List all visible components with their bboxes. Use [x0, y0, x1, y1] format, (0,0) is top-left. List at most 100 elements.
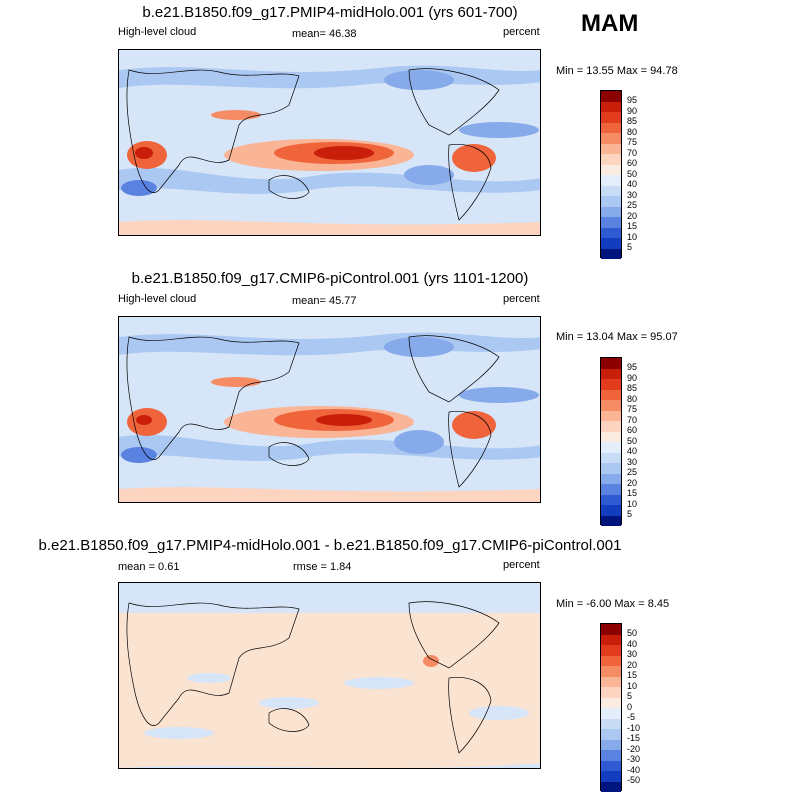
- panel3-colorbar: [600, 623, 622, 792]
- cbar2-tick: 20: [627, 477, 638, 488]
- cbar2-bin: [601, 494, 621, 505]
- cbar1-bin: [601, 238, 621, 249]
- cbar3-tick: 40: [627, 638, 638, 649]
- panel2-title: b.e21.B1850.f09_g17.CMIP6-piControl.001 …: [131, 270, 529, 287]
- cbar3-tick: -20: [627, 743, 641, 754]
- cbar2-tick: 10: [627, 498, 638, 509]
- cbar2-tick: 30: [627, 456, 638, 467]
- cbar1-bin: [601, 206, 621, 217]
- cbar1-bin: [601, 217, 621, 228]
- cbar2-bin: [601, 473, 621, 484]
- season-label: MAM: [581, 10, 639, 37]
- cbar2-bin: [601, 379, 621, 390]
- cbar3-bin: [601, 687, 621, 698]
- cbar3-bin: [601, 708, 621, 719]
- cbar1-tick: 40: [627, 179, 638, 189]
- cbar1-bin: [601, 154, 621, 165]
- cbar3-tick: 5: [627, 691, 633, 701]
- cbar2-bin: [601, 421, 621, 432]
- cbar3-tick: 50: [627, 628, 638, 638]
- cbar1-bin: [601, 164, 621, 175]
- cbar2-tick: 60: [627, 425, 638, 435]
- cbar2-bin: [601, 431, 621, 442]
- cbar2-tick: 25: [627, 467, 638, 477]
- panel2-map: [118, 316, 541, 503]
- cbar2-bin: [601, 400, 621, 411]
- panel1-map: [118, 49, 541, 236]
- panel3-mean-label: mean = 0.61: [118, 561, 180, 573]
- cbar1-bin: [601, 196, 621, 207]
- panel2-minmax: Min = 13.04 Max = 95.07: [556, 331, 678, 343]
- panel1-variable-label: High-level cloud: [118, 26, 197, 38]
- cbar1-tick: 70: [627, 147, 638, 158]
- cbar1-tick: 20: [627, 210, 638, 221]
- panel2-colorbar: [600, 357, 622, 526]
- cbar3-bin: [601, 624, 621, 635]
- cbar3-tick: 30: [627, 649, 638, 659]
- panel2-units-label: percent: [503, 293, 540, 305]
- cbar2-tick: 15: [627, 488, 638, 498]
- cbar1-bin: [601, 133, 621, 144]
- cbar1-bin: [601, 143, 621, 154]
- cbar2-bin: [601, 452, 621, 463]
- cbar2-tick: 80: [627, 393, 638, 404]
- panel1-colorbar: [600, 90, 622, 259]
- cbar1-bin: [601, 91, 621, 102]
- panel1-mean-label: mean= 46.38: [292, 28, 357, 40]
- panel2-mean-label: mean= 45.77: [292, 295, 357, 307]
- cbar1-tick: 30: [627, 189, 638, 200]
- cbar3-tick: 20: [627, 659, 638, 670]
- cbar3-bin: [601, 729, 621, 740]
- cbar1-bin: [601, 248, 621, 259]
- cbar3-bin: [601, 771, 621, 782]
- cbar2-tick: 70: [627, 414, 638, 425]
- cbar1-bin: [601, 122, 621, 133]
- cbar1-tick: 80: [627, 126, 638, 137]
- cbar3-bin: [601, 718, 621, 729]
- cbar1-bin: [601, 112, 621, 123]
- cbar2-bin: [601, 442, 621, 453]
- cbar2-bin: [601, 484, 621, 495]
- cbar3-bin: [601, 676, 621, 687]
- cbar1-bin: [601, 185, 621, 196]
- cbar3-bin: [601, 634, 621, 645]
- cbar2-tick: 5: [627, 509, 633, 519]
- cbar3-tick: -30: [627, 754, 641, 764]
- cbar1-tick: 15: [627, 221, 638, 231]
- cbar2-bin: [601, 463, 621, 474]
- cbar1-tick: 75: [627, 137, 638, 147]
- cbar3-tick: 15: [627, 670, 638, 680]
- cbar1-tick: 90: [627, 105, 638, 116]
- panel3-rmse-label: rmse = 1.84: [293, 561, 352, 573]
- cbar3-bin: [601, 645, 621, 656]
- panel3-title: b.e21.B1850.f09_g17.PMIP4-midHolo.001 - …: [38, 537, 622, 554]
- cbar3-bin: [601, 655, 621, 666]
- panel3-minmax: Min = -6.00 Max = 8.45: [556, 598, 670, 610]
- cbar2-tick: 75: [627, 404, 638, 414]
- cbar2-bin: [601, 515, 621, 526]
- cbar3-tick: -40: [627, 764, 641, 775]
- cbar3-tick: 0: [627, 701, 633, 712]
- cbar3-bin: [601, 781, 621, 792]
- cbar3-bin: [601, 760, 621, 771]
- panel3-units-label: percent: [503, 559, 540, 571]
- cbar1-bin: [601, 227, 621, 238]
- cbar2-tick: 95: [627, 362, 638, 372]
- cbar2-tick: 40: [627, 446, 638, 456]
- cbar3-bin: [601, 697, 621, 708]
- cbar2-bin: [601, 389, 621, 400]
- cbar1-tick: 60: [627, 158, 638, 168]
- cbar1-tick: 50: [627, 168, 638, 179]
- cbar3-tick: -15: [627, 733, 641, 743]
- cbar3-tick: 10: [627, 680, 638, 691]
- cbar1-tick: 25: [627, 200, 638, 210]
- cbar3-bin: [601, 666, 621, 677]
- cbar3-bin: [601, 739, 621, 750]
- cbar2-tick: 50: [627, 435, 638, 446]
- panel3-map: [118, 582, 541, 769]
- cbar3-tick: -10: [627, 722, 641, 733]
- cbar3-tick: -5: [627, 712, 636, 722]
- cbar1-tick: 5: [627, 242, 633, 252]
- cbar1-tick: 85: [627, 116, 638, 126]
- cbar1-bin: [601, 175, 621, 186]
